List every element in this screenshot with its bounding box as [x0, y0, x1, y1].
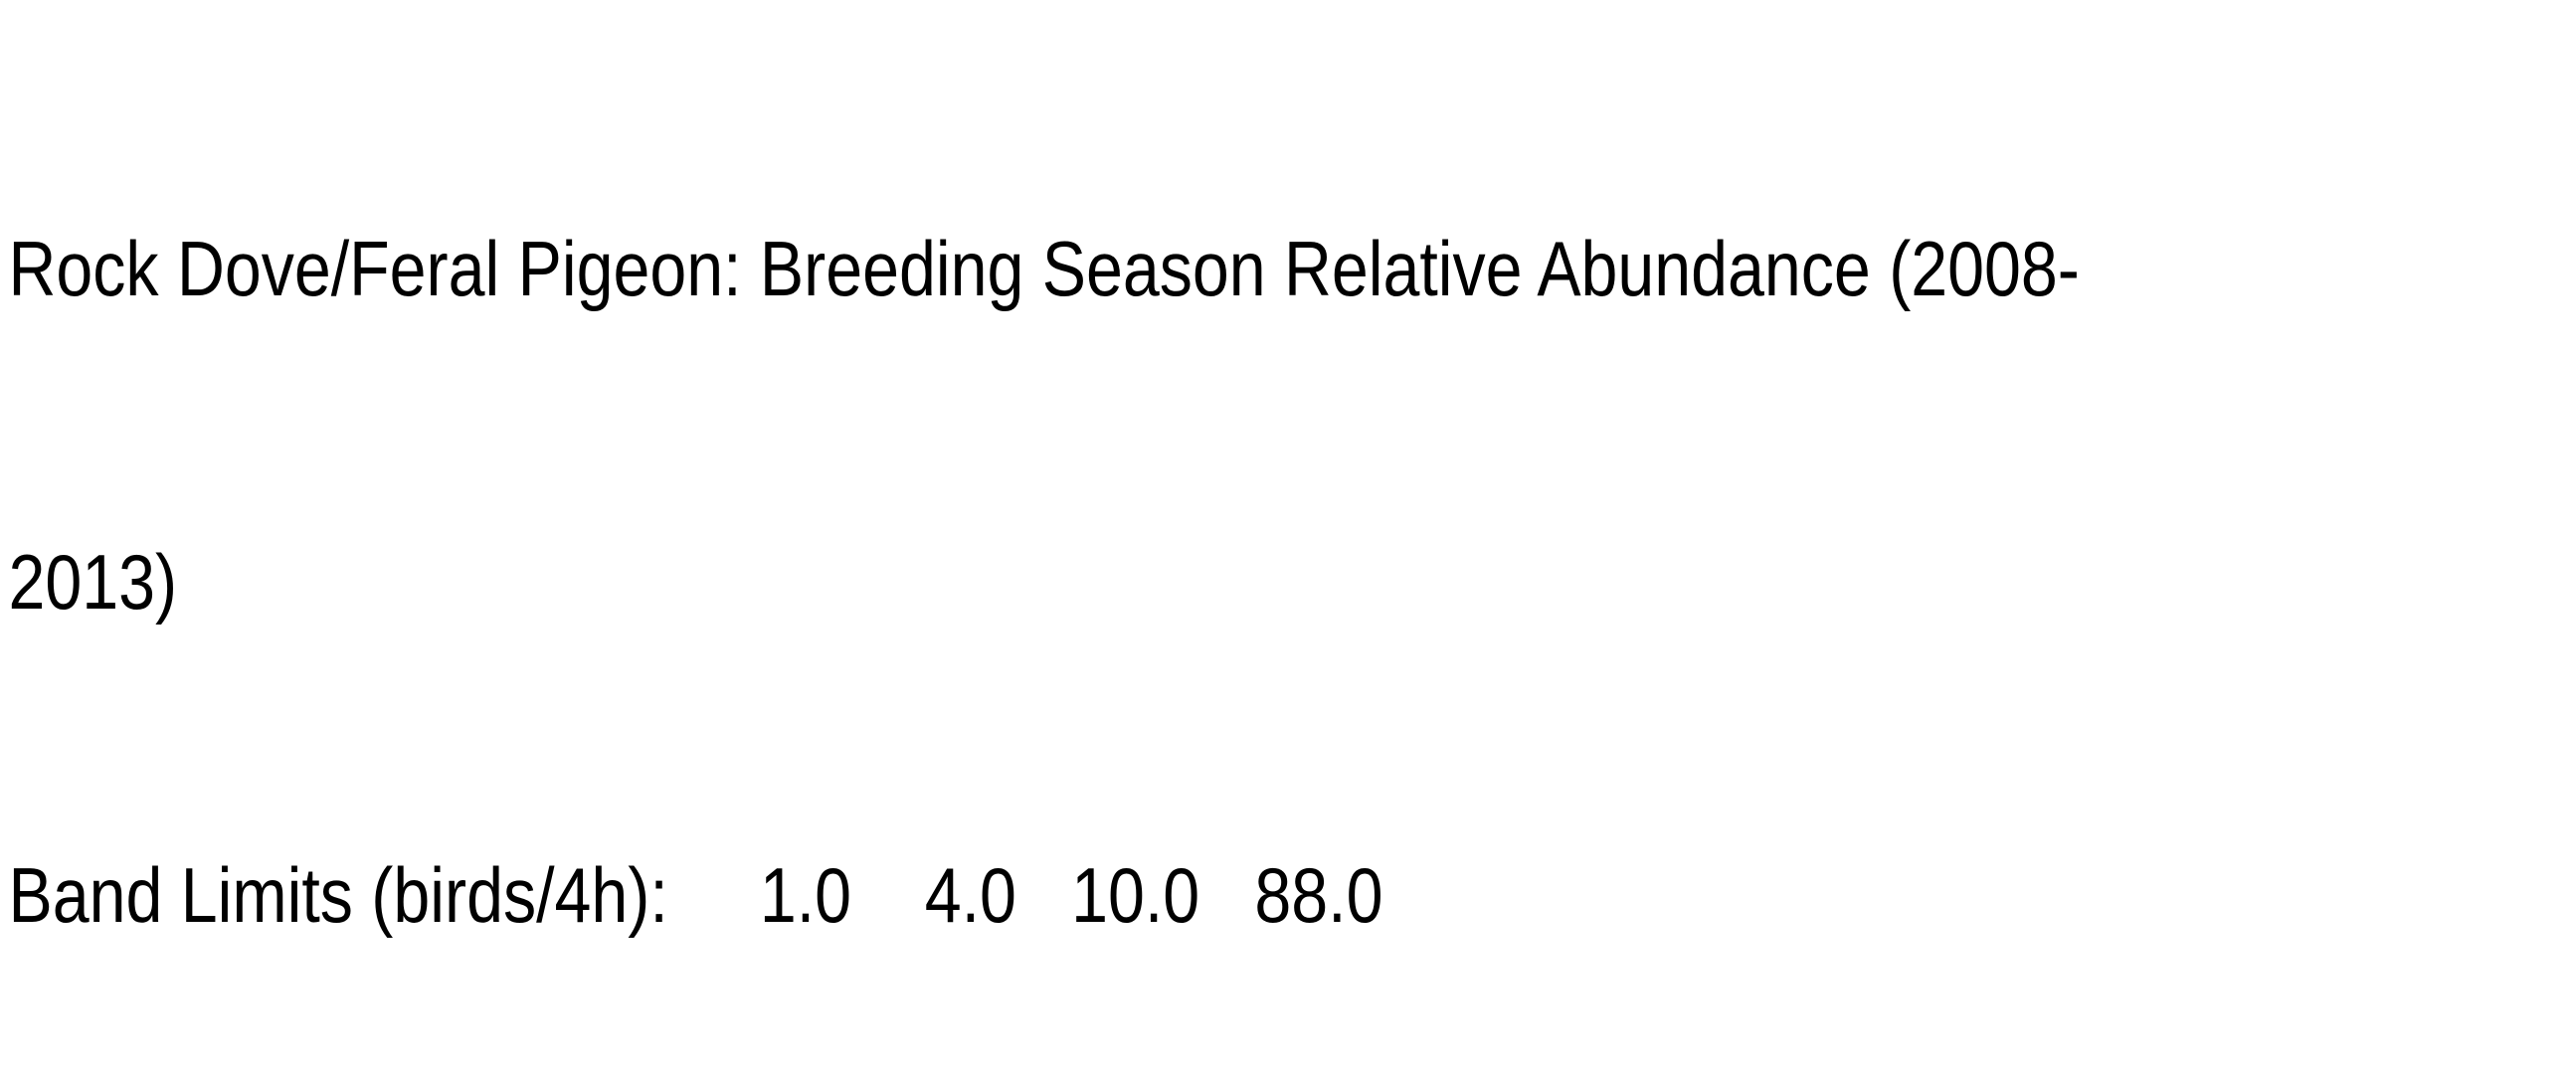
band-limits-line: Band Limits (birds/4h): 1.0 4.0 10.0 88.… — [8, 851, 1383, 939]
report-title-line-2: 2013) — [8, 538, 178, 626]
report-title-line-1: Rock Dove/Feral Pigeon: Breeding Season … — [8, 225, 2080, 312]
